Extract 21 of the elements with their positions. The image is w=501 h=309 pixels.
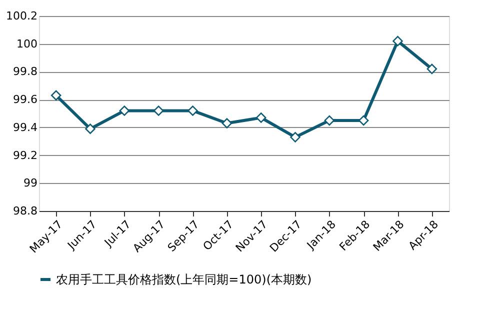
y-tick-label: 99.4	[13, 120, 38, 134]
point	[188, 106, 198, 116]
point	[290, 132, 300, 142]
point	[358, 115, 369, 126]
y-tick-label: 99.2	[13, 148, 38, 162]
point	[85, 124, 96, 134]
point	[324, 115, 335, 126]
point	[119, 106, 130, 116]
y-tick-label: 98.8	[13, 204, 38, 218]
y-tick-label: 99	[24, 176, 38, 190]
point	[392, 36, 403, 46]
point	[256, 112, 266, 123]
y-tick-label: 99.8	[13, 65, 38, 78]
point	[426, 64, 438, 74]
point	[153, 106, 164, 116]
legend-label: 农用手工工具价格指数(上年同期=100)(本期数)	[56, 272, 312, 286]
y-tick-label: 100	[16, 37, 38, 50]
point	[50, 90, 62, 101]
point	[222, 118, 232, 128]
y-tick-label: 99.6	[13, 93, 38, 106]
y-tick-label: 100.2	[6, 10, 38, 22]
